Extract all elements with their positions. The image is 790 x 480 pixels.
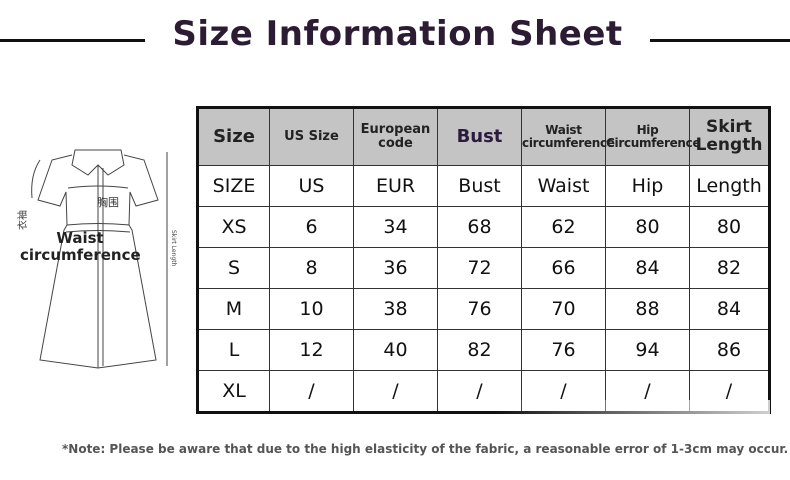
table-cell: 70 <box>521 288 606 330</box>
table-cell: M <box>197 288 270 330</box>
table-cell: 34 <box>353 206 438 248</box>
table-row: S 8 36 72 66 84 82 <box>197 247 770 289</box>
table-row: XS 6 34 68 62 80 80 <box>197 206 770 248</box>
table-cell: 88 <box>605 288 690 330</box>
header-cell: Size <box>197 107 270 166</box>
waist-label-line1: Waist <box>56 229 104 247</box>
table-cell: 40 <box>353 329 438 371</box>
table-cell: 68 <box>437 206 522 248</box>
header-cell: US Size <box>269 107 354 166</box>
table-cell: 76 <box>437 288 522 330</box>
table-cell: 94 <box>605 329 690 371</box>
table-cell: 82 <box>689 247 770 289</box>
dress-diagram: 胸围 衣袖 Skirt Length <box>16 149 177 369</box>
left-divider <box>0 39 145 42</box>
skirt-length-label: Skirt Length <box>170 230 177 267</box>
table-cell: Length <box>689 165 770 207</box>
table-cell: L <box>197 329 270 371</box>
table-row: XL / / / / / / <box>197 370 770 413</box>
header-cell: Skirt Length <box>689 107 770 166</box>
table-cell: 8 <box>269 247 354 289</box>
page-title: Size Information Sheet <box>172 14 623 54</box>
right-divider <box>650 39 790 42</box>
table-row: SIZE US EUR Bust Waist Hip Length <box>197 165 770 207</box>
table-header-row: Size US Size European code Bust Waist ci… <box>197 107 770 166</box>
table-cell: US <box>269 165 354 207</box>
header-cell: European code <box>353 107 438 166</box>
table-cell: EUR <box>353 165 438 207</box>
table-cell: 38 <box>353 288 438 330</box>
table-cell: 62 <box>521 206 606 248</box>
table-cell: Bust <box>437 165 522 207</box>
chest-label: 胸围 <box>97 195 119 209</box>
table-cell: 84 <box>689 288 770 330</box>
table-cell: 82 <box>437 329 522 371</box>
table-cell: 84 <box>605 247 690 289</box>
sleeve-label: 衣袖 <box>16 210 29 230</box>
table-cell: 80 <box>605 206 690 248</box>
table-cell: 36 <box>353 247 438 289</box>
table-row: M 10 38 76 70 88 84 <box>197 288 770 330</box>
table-cell: / <box>353 370 438 413</box>
header-cell: Hip Circumference <box>605 107 701 166</box>
table-cell: 12 <box>269 329 354 371</box>
table-cell: 86 <box>689 329 770 371</box>
table-row: L 12 40 82 76 94 86 <box>197 329 770 371</box>
size-table: Size US Size European code Bust Waist ci… <box>196 106 771 414</box>
waist-label: Waist circumference <box>20 229 141 265</box>
table-cell: Hip <box>605 165 690 207</box>
note: *Note: Please be aware that due to the h… <box>62 442 789 456</box>
header-cell: Bust <box>437 107 522 166</box>
table-cell: S <box>197 247 270 289</box>
table-cell: Waist <box>521 165 606 207</box>
table-cell: / <box>269 370 354 413</box>
table-cell: 76 <box>521 329 606 371</box>
table-cell: 10 <box>269 288 354 330</box>
fade-overlay <box>495 400 770 420</box>
table-cell: XS <box>197 206 270 248</box>
table-cell: XL <box>197 370 270 413</box>
table-cell: 6 <box>269 206 354 248</box>
table-cell: SIZE <box>197 165 270 207</box>
table-cell: 80 <box>689 206 770 248</box>
header-cell: Waist circumference <box>521 107 615 166</box>
table-cell: 72 <box>437 247 522 289</box>
waist-label-line2: circumference <box>20 246 141 265</box>
table-cell: 66 <box>521 247 606 289</box>
